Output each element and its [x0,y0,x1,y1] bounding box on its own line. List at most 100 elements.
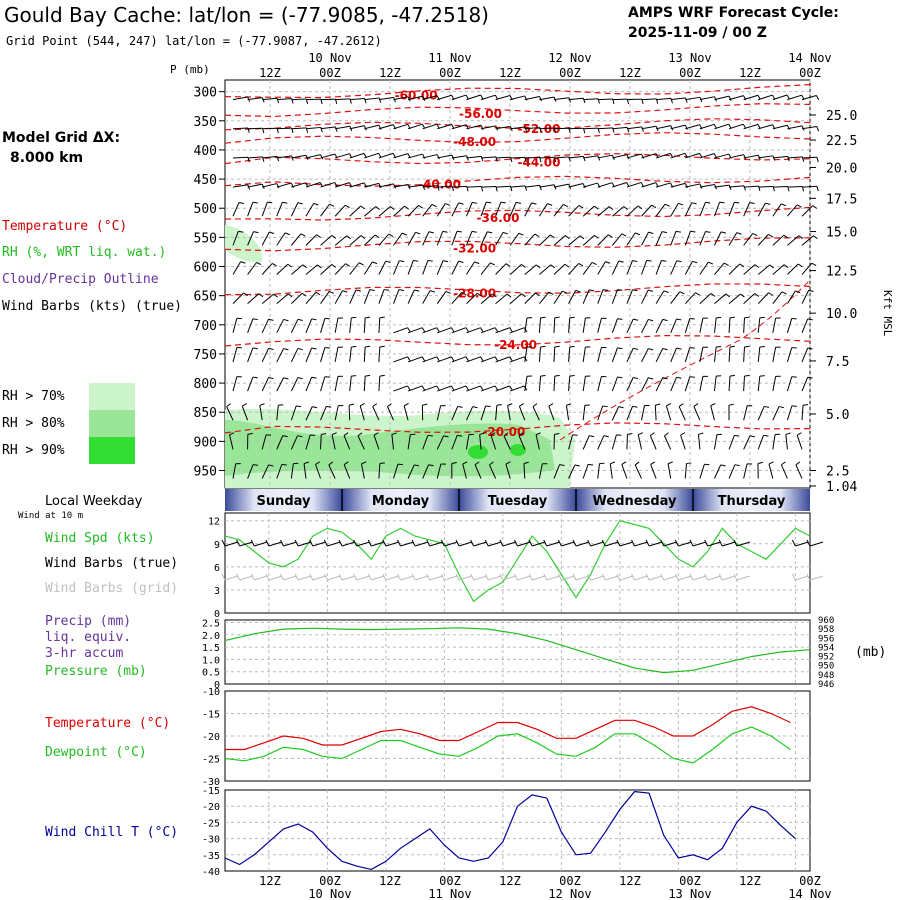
grid-wind-barb [411,573,429,581]
wind-barb [597,346,607,363]
wind-barb [728,434,740,450]
wind-barb [728,201,740,217]
weekday-label: Wednesday [593,494,677,509]
wind-barb [495,293,512,305]
pressure-right-tick-label: 948 [818,671,834,681]
wind-barb [787,204,802,217]
rh80-swatch [89,410,135,437]
kft-axis-label: Kft MSL [881,290,894,337]
wind-barb [466,356,484,363]
wind-barb [466,327,484,334]
top-time-label: 12Z [259,66,281,80]
wind-barb [422,290,435,304]
surface-wind-barb [718,539,736,547]
wind-barb [232,201,245,217]
bottom-date-label: 13 Nov [668,887,711,900]
surface-wind-barb [323,539,341,547]
height-axis: 25.0 22.5 20.0 17.5 15.0 12.5 10.0 7.5 5.0 2.51.0… [810,109,857,495]
wind-barb [728,293,745,305]
top-time-label: 12Z [379,66,401,80]
wind-barb [582,205,599,217]
wind-barb [611,406,624,421]
wind-barb [714,464,726,479]
wind-barb [801,318,813,333]
grid-wind-barb [704,573,721,581]
wind-barb [684,347,695,363]
wind-barb [247,318,258,333]
wind-barb [649,432,657,450]
wind-barb [713,433,722,450]
wind-barb [348,403,355,421]
wind-barb [363,345,371,362]
wind-barb [349,346,357,362]
wind-barb [436,463,446,479]
wind-barb [772,317,781,333]
surface-wind-barb [631,539,648,547]
panel-tick-label: 9 [214,540,220,551]
grid-wind-barb [353,573,370,581]
wind-barb [743,202,755,217]
wind-barb [331,432,337,450]
wind-barb [582,435,595,450]
wind-barb [670,97,688,103]
wind-barb [437,385,455,392]
wind-barb [743,435,755,450]
wind-barb [407,95,426,101]
rh70-region [225,225,263,263]
wind-barb [565,403,572,421]
wind-barb [343,432,351,450]
wind-barb [261,318,274,334]
wind-barb [393,385,411,392]
bottom-time-label: 12Z [739,874,761,888]
wind-barb [363,234,380,246]
surface-wind-barb [674,539,692,547]
wind-barb [349,262,364,275]
rh90-region [468,445,488,459]
wind-barb [320,203,335,217]
wind-barb [247,201,258,217]
wind-barb [670,124,688,130]
wind-barb [568,183,586,189]
wind-barb [641,404,650,421]
top-time-label: 00Z [439,66,461,80]
wind-barb [363,261,378,275]
pressure-tick-label: 350 [194,115,217,130]
surface-wind-barb [543,539,560,547]
pressure-tick-label: 550 [194,231,217,246]
wind-barb [495,404,502,421]
grid-wind-barb [499,573,517,581]
grid-wind-barb [557,573,575,581]
wind-barb [373,432,380,450]
wind-barb [538,291,554,304]
wind-barb [597,289,609,304]
wind-barb [728,345,735,362]
panel-frame [224,690,811,782]
wind-barb [488,461,497,479]
wind-barb [518,403,526,421]
wind-barb [320,433,327,450]
wind-barb [474,461,482,479]
wind-barb [670,347,682,363]
wind-barb [378,206,395,217]
wind-barb [509,264,526,275]
wind-barb [743,374,750,392]
wind-barb [582,404,590,421]
wind-barb [582,262,597,275]
wind-barb [232,346,242,363]
wind-barb [795,461,803,479]
wind-barb [451,202,464,217]
panel-frame [224,789,811,872]
wind-barb [480,262,496,275]
wind-true-label: Wind Barbs (true) [45,556,178,571]
wind-barb [393,205,409,217]
wind-barb [597,206,614,217]
surface-wind-barb [236,539,253,547]
wind-barb [699,230,711,246]
wind-barb [757,375,765,392]
pressure-tick-label: 950 [194,465,217,480]
isotherm-label: -48.00 [453,135,496,149]
grid-wind-barb [309,573,326,581]
panel-tick-label: -10 [202,687,220,698]
pressure-right-tick-label: 960 [818,616,834,626]
wind-barb [276,435,288,450]
